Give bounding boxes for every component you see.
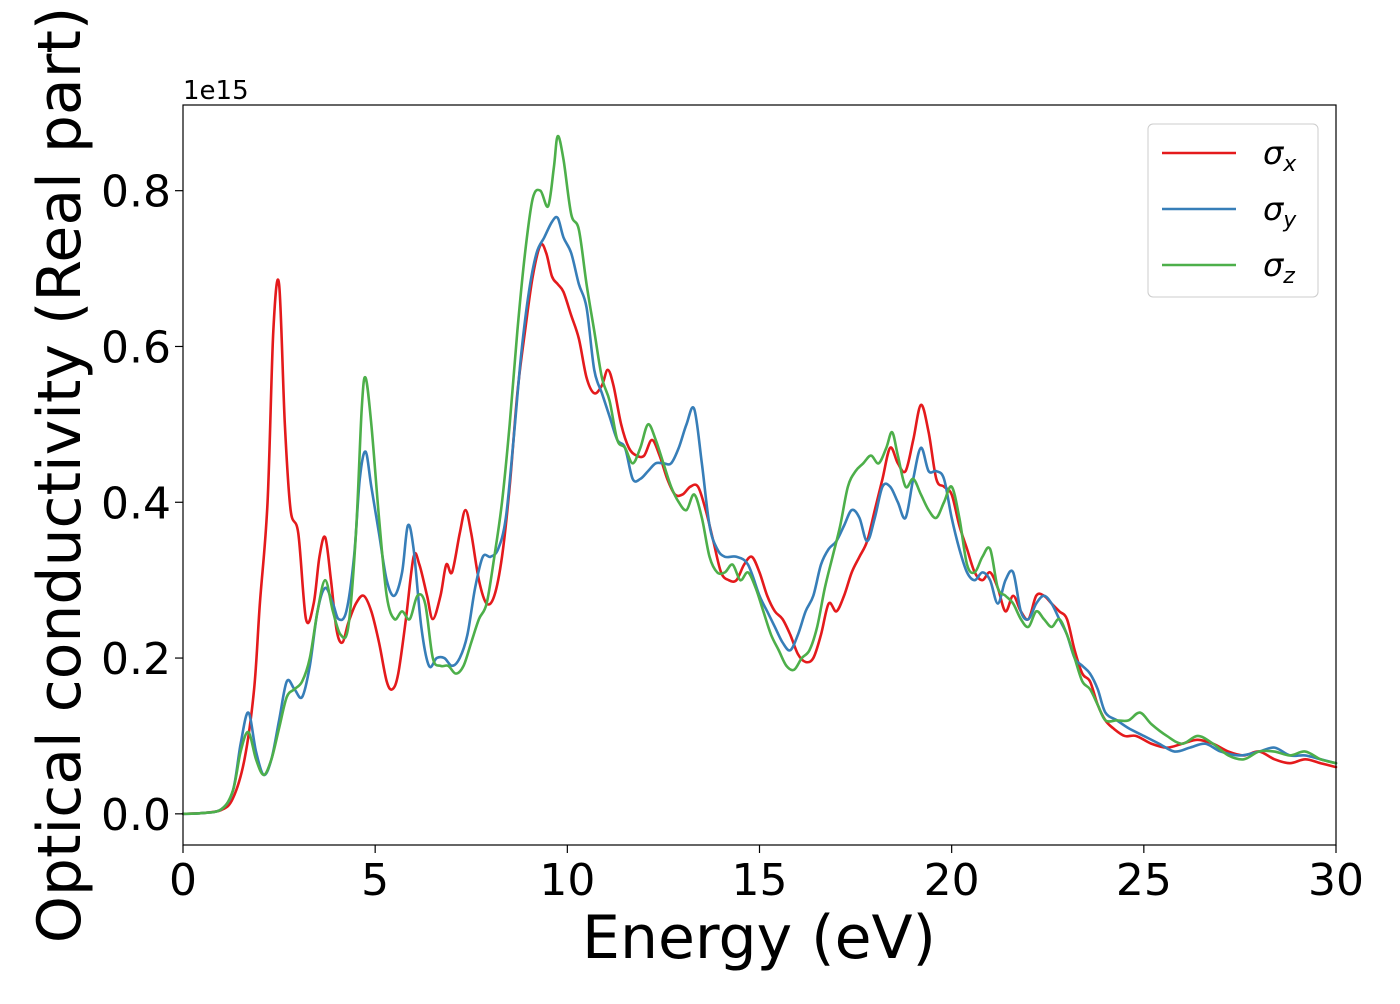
y-tick-label: 0.6 — [101, 322, 171, 373]
legend-label-z: σz — [1263, 246, 1295, 289]
legend-label-y: σy — [1263, 190, 1297, 233]
series-line-y — [181, 215, 1338, 816]
series-line-z — [181, 134, 1338, 816]
y-tick-label: 0.0 — [101, 790, 171, 841]
x-tick-label: 30 — [1308, 855, 1364, 906]
y-axis: 0.0 0.2 0.4 0.6 0.8 — [101, 167, 183, 841]
legend-label-x: σx — [1263, 134, 1297, 177]
legend-box — [1147, 123, 1319, 298]
y-tick-label: 0.8 — [101, 167, 171, 218]
x-tick-label: 10 — [539, 855, 595, 906]
x-tick-label: 15 — [732, 855, 788, 906]
y-tick-label: 0.2 — [101, 634, 171, 685]
series-layer — [181, 134, 1338, 816]
x-tick-label: 20 — [924, 855, 980, 906]
y-axis-label: Optical conductivity (Real part) — [25, 7, 95, 944]
legend: σx σy σz — [1147, 123, 1319, 298]
y-offset-text: 1e15 — [183, 76, 249, 106]
y-tick-label: 0.4 — [101, 478, 171, 529]
x-axis: 0 5 10 15 20 25 30 — [169, 845, 1364, 906]
x-tick-label: 25 — [1116, 855, 1172, 906]
x-tick-label: 5 — [361, 855, 389, 906]
x-axis-label: Energy (eV) — [582, 903, 936, 973]
x-tick-label: 0 — [169, 855, 197, 906]
